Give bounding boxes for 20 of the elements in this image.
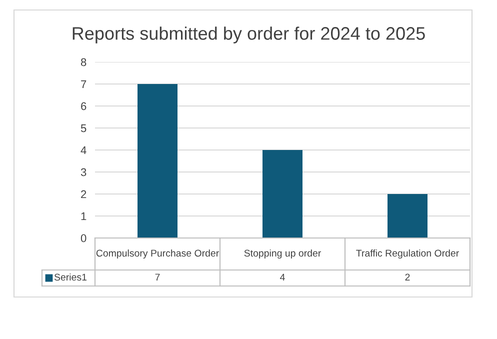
- bar: [138, 84, 178, 238]
- data-label: 2: [405, 274, 410, 281]
- data-label: 4: [280, 274, 285, 281]
- x-tick-label: Stopping up order: [244, 249, 321, 259]
- y-tick-label: 2: [81, 190, 86, 198]
- y-tick-label: 6: [81, 102, 86, 110]
- bar: [262, 150, 302, 238]
- y-tick-label: 3: [80, 168, 86, 176]
- chart-title: Reports submitted by order for 2024 to 2025: [72, 26, 425, 44]
- y-tick-label: 0: [80, 234, 86, 242]
- legend-label: Series1: [54, 273, 86, 281]
- y-tick-label: 1: [81, 212, 86, 220]
- x-tick-label: Compulsory Purchase Order: [96, 249, 219, 259]
- y-tick-label: 7: [81, 80, 86, 88]
- y-tick-label: 4: [80, 146, 86, 154]
- y-tick-label: 8: [80, 58, 86, 66]
- bar: [388, 194, 428, 238]
- x-tick-label: Traffic Regulation Order: [356, 249, 459, 259]
- y-tick-label: 5: [80, 124, 86, 132]
- data-label: 7: [155, 274, 160, 281]
